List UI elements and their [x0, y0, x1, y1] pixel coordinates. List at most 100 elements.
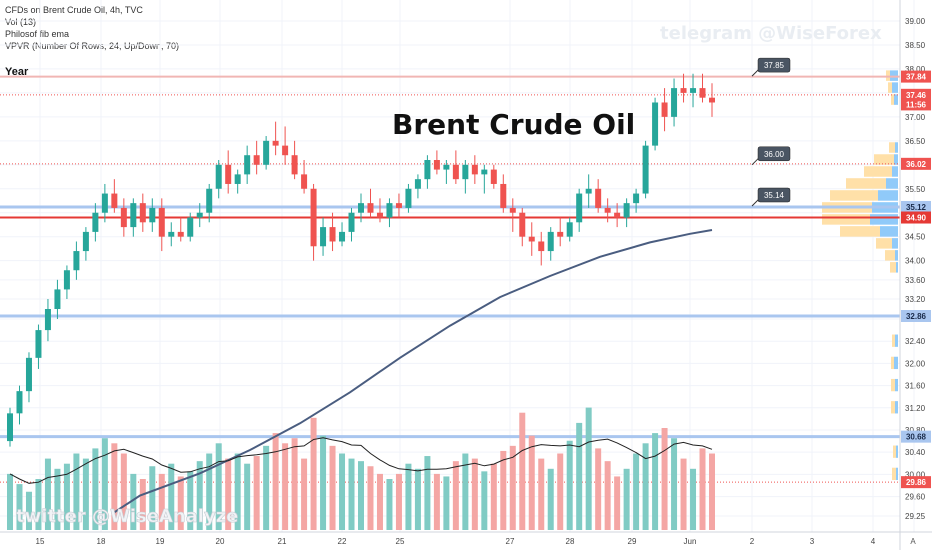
price-tag	[901, 200, 931, 213]
volume-bar	[291, 438, 298, 530]
volume-bar	[244, 463, 251, 530]
candle-body	[272, 140, 279, 146]
price-tag	[901, 211, 931, 224]
volume-bar	[282, 443, 289, 530]
candle-body	[576, 193, 583, 223]
volume-bar	[263, 445, 270, 530]
volume-average-line	[9, 437, 713, 484]
candle-body	[528, 236, 535, 242]
vpvr-row-up	[886, 178, 898, 189]
candle-body	[509, 207, 516, 213]
price-tick-label: 38.50	[905, 41, 926, 50]
candle-body	[263, 140, 270, 165]
candle-body	[557, 231, 564, 237]
volume-bar	[595, 448, 602, 530]
candle-body	[566, 222, 573, 237]
price-tick-label: 30.40	[905, 448, 926, 457]
candle-body	[101, 193, 108, 213]
vpvr-row-down	[890, 262, 896, 273]
candle-body	[25, 357, 32, 392]
chart-overlay-title: Brent Crude Oil	[392, 108, 635, 141]
volume-bar	[225, 458, 232, 530]
vpvr-row-down	[891, 94, 894, 105]
candle-body	[414, 179, 421, 189]
candle-body	[196, 212, 203, 218]
volume-bar	[272, 433, 279, 530]
time-tick-label: 19	[156, 537, 165, 546]
vpvr-row-down	[874, 154, 894, 165]
volume-bar	[101, 438, 108, 530]
vpvr-row-up	[894, 154, 898, 165]
volume-bar	[339, 453, 346, 530]
volume-bar	[177, 476, 184, 530]
price-tick-label: 33.60	[905, 276, 926, 285]
candle-body	[376, 212, 383, 218]
vpvr-row-up	[896, 262, 898, 273]
volume-bar	[44, 458, 51, 530]
price-tag-label: 29.86	[906, 478, 927, 487]
volume-bar	[139, 479, 146, 530]
candle-body	[661, 102, 668, 117]
price-tick-label: 31.60	[905, 382, 926, 391]
vpvr-row-up	[892, 238, 898, 249]
grid	[0, 0, 915, 532]
candle-body	[595, 188, 602, 208]
volume-bar	[424, 456, 431, 530]
price-tick-label: 34.50	[905, 233, 926, 242]
candle-body	[253, 155, 260, 165]
candle-body	[215, 164, 222, 189]
volume-bar	[329, 445, 336, 530]
candle-body	[130, 203, 137, 228]
price-callouts: 37.85 36.00 35.14	[751, 57, 791, 207]
candle-body	[225, 164, 232, 184]
volume-bar	[481, 471, 488, 530]
price-tick-label: 32.00	[905, 359, 926, 368]
volume-bar	[405, 463, 412, 530]
price-tick-label: 30.00	[905, 470, 926, 479]
candle-body	[424, 160, 431, 180]
price-tag	[901, 70, 931, 83]
candle-body	[623, 203, 630, 218]
volume-bar	[566, 440, 573, 530]
vpvr-row-up	[894, 94, 898, 105]
candle-body	[358, 203, 364, 213]
vpvr-row-up	[895, 378, 898, 392]
volume-bar	[414, 468, 421, 530]
candle-body	[500, 183, 507, 208]
candle-body	[633, 193, 640, 204]
vpvr-row-up	[892, 166, 898, 177]
volume-bar	[709, 453, 715, 530]
volume-bar	[348, 458, 355, 530]
price-tag-label: 11:56	[906, 100, 927, 109]
candle-body	[405, 188, 412, 208]
volume-bar	[206, 453, 213, 530]
time-tick-label: 3	[810, 537, 815, 546]
volume-bar	[149, 466, 156, 530]
auto-scale-button[interactable]: A	[910, 537, 916, 546]
vpvr-row-down	[891, 401, 895, 414]
volume-bar	[443, 476, 450, 530]
candle-body	[547, 231, 554, 252]
price-tag-label: 36.02	[906, 160, 927, 169]
price-tick-label: 32.40	[905, 337, 926, 346]
candle-body	[490, 169, 497, 184]
volume-bar	[509, 445, 516, 530]
candle-body	[462, 164, 469, 180]
candle-body	[73, 251, 80, 271]
vpvr-row-down	[888, 82, 892, 93]
candle-body	[301, 174, 308, 189]
price-tick-label: 39.00	[905, 17, 926, 26]
volume-bar	[557, 453, 564, 530]
volume-bar	[490, 463, 497, 530]
volume-bar	[367, 466, 374, 530]
callout-box	[757, 146, 791, 162]
vpvr-row-up	[880, 226, 898, 237]
candle-body	[452, 164, 459, 180]
time-tick-label: 20	[216, 537, 225, 546]
volume-bar	[585, 407, 592, 530]
volume-bar	[680, 458, 687, 530]
vpvr-row-down	[893, 445, 896, 458]
candle-body	[44, 309, 51, 331]
volume-bar	[234, 453, 241, 530]
